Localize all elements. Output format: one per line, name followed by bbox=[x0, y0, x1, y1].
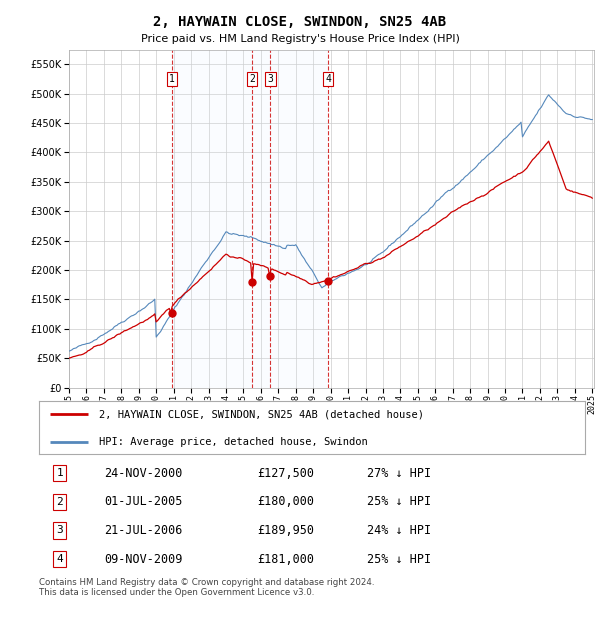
Text: 1: 1 bbox=[56, 468, 63, 478]
Text: 25% ↓ HPI: 25% ↓ HPI bbox=[367, 552, 431, 565]
Text: 2: 2 bbox=[56, 497, 63, 507]
Text: 3: 3 bbox=[268, 74, 274, 84]
Text: 24-NOV-2000: 24-NOV-2000 bbox=[104, 467, 183, 480]
Text: Contains HM Land Registry data © Crown copyright and database right 2024.
This d: Contains HM Land Registry data © Crown c… bbox=[39, 578, 374, 597]
Text: 4: 4 bbox=[56, 554, 63, 564]
Text: 27% ↓ HPI: 27% ↓ HPI bbox=[367, 467, 431, 480]
Bar bbox=[172, 50, 328, 388]
Text: 09-NOV-2009: 09-NOV-2009 bbox=[104, 552, 183, 565]
Text: 4: 4 bbox=[325, 74, 331, 84]
Text: Price paid vs. HM Land Registry's House Price Index (HPI): Price paid vs. HM Land Registry's House … bbox=[140, 34, 460, 44]
Text: £127,500: £127,500 bbox=[257, 467, 314, 480]
Text: 24% ↓ HPI: 24% ↓ HPI bbox=[367, 524, 431, 537]
Text: 2: 2 bbox=[249, 74, 255, 84]
Text: £180,000: £180,000 bbox=[257, 495, 314, 508]
Text: 1: 1 bbox=[169, 74, 175, 84]
Text: HPI: Average price, detached house, Swindon: HPI: Average price, detached house, Swin… bbox=[99, 437, 368, 447]
Text: 25% ↓ HPI: 25% ↓ HPI bbox=[367, 495, 431, 508]
Text: 3: 3 bbox=[56, 526, 63, 536]
Text: 01-JUL-2005: 01-JUL-2005 bbox=[104, 495, 183, 508]
Text: 2, HAYWAIN CLOSE, SWINDON, SN25 4AB: 2, HAYWAIN CLOSE, SWINDON, SN25 4AB bbox=[154, 16, 446, 30]
Text: 21-JUL-2006: 21-JUL-2006 bbox=[104, 524, 183, 537]
Text: £189,950: £189,950 bbox=[257, 524, 314, 537]
Text: 2, HAYWAIN CLOSE, SWINDON, SN25 4AB (detached house): 2, HAYWAIN CLOSE, SWINDON, SN25 4AB (det… bbox=[99, 409, 424, 419]
Text: £181,000: £181,000 bbox=[257, 552, 314, 565]
